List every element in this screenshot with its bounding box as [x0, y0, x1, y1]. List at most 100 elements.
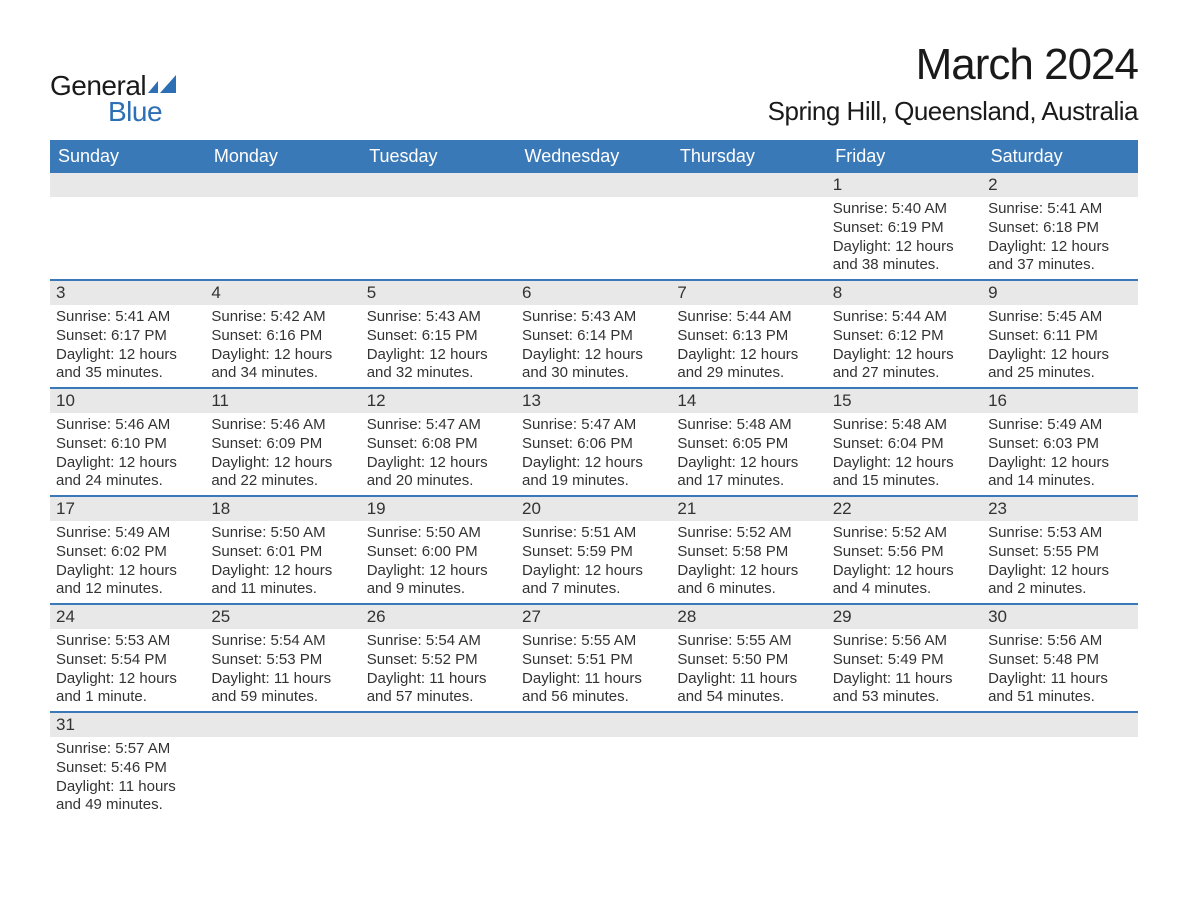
weekday-header: Saturday — [982, 140, 1137, 173]
day-data: Sunrise: 5:41 AMSunset: 6:18 PMDaylight:… — [982, 197, 1137, 279]
weekday-header: Thursday — [671, 140, 826, 173]
calendar-cell: 8Sunrise: 5:44 AMSunset: 6:12 PMDaylight… — [827, 280, 982, 388]
day-data: Sunrise: 5:51 AMSunset: 5:59 PMDaylight:… — [516, 521, 671, 603]
sunrise-text: Sunrise: 5:49 AM — [988, 416, 1131, 435]
daylight-line1: Daylight: 12 hours — [56, 454, 199, 473]
day-number: 19 — [361, 497, 516, 521]
calendar-cell: 11Sunrise: 5:46 AMSunset: 6:09 PMDayligh… — [205, 388, 360, 496]
day-data: Sunrise: 5:50 AMSunset: 6:01 PMDaylight:… — [205, 521, 360, 603]
daylight-line2: and 24 minutes. — [56, 472, 199, 491]
brand-part2: Blue — [108, 96, 162, 128]
day-number-empty — [361, 713, 516, 737]
day-data: Sunrise: 5:43 AMSunset: 6:15 PMDaylight:… — [361, 305, 516, 387]
daylight-line2: and 37 minutes. — [988, 256, 1131, 275]
calendar-cell: 12Sunrise: 5:47 AMSunset: 6:08 PMDayligh… — [361, 388, 516, 496]
day-data-empty — [50, 197, 205, 273]
calendar-cell — [827, 712, 982, 819]
weekday-header-row: Sunday Monday Tuesday Wednesday Thursday… — [50, 140, 1138, 173]
day-data-empty — [671, 197, 826, 273]
calendar-week-row: 17Sunrise: 5:49 AMSunset: 6:02 PMDayligh… — [50, 496, 1138, 604]
daylight-line1: Daylight: 12 hours — [522, 454, 665, 473]
day-number: 8 — [827, 281, 982, 305]
calendar-cell: 28Sunrise: 5:55 AMSunset: 5:50 PMDayligh… — [671, 604, 826, 712]
month-title: March 2024 — [768, 40, 1138, 90]
sunset-text: Sunset: 6:18 PM — [988, 219, 1131, 238]
day-data-empty — [982, 737, 1137, 813]
calendar-cell: 10Sunrise: 5:46 AMSunset: 6:10 PMDayligh… — [50, 388, 205, 496]
sunrise-text: Sunrise: 5:44 AM — [677, 308, 820, 327]
calendar-cell: 22Sunrise: 5:52 AMSunset: 5:56 PMDayligh… — [827, 496, 982, 604]
calendar-cell: 15Sunrise: 5:48 AMSunset: 6:04 PMDayligh… — [827, 388, 982, 496]
sunset-text: Sunset: 6:13 PM — [677, 327, 820, 346]
daylight-line2: and 35 minutes. — [56, 364, 199, 383]
sunrise-text: Sunrise: 5:40 AM — [833, 200, 976, 219]
daylight-line2: and 34 minutes. — [211, 364, 354, 383]
calendar-week-row: 10Sunrise: 5:46 AMSunset: 6:10 PMDayligh… — [50, 388, 1138, 496]
day-data: Sunrise: 5:53 AMSunset: 5:55 PMDaylight:… — [982, 521, 1137, 603]
day-number: 9 — [982, 281, 1137, 305]
sunrise-text: Sunrise: 5:55 AM — [522, 632, 665, 651]
day-number: 18 — [205, 497, 360, 521]
calendar-cell — [671, 173, 826, 280]
daylight-line2: and 56 minutes. — [522, 688, 665, 707]
sunset-text: Sunset: 6:10 PM — [56, 435, 199, 454]
sunrise-text: Sunrise: 5:49 AM — [56, 524, 199, 543]
day-data: Sunrise: 5:50 AMSunset: 6:00 PMDaylight:… — [361, 521, 516, 603]
daylight-line2: and 9 minutes. — [367, 580, 510, 599]
daylight-line2: and 53 minutes. — [833, 688, 976, 707]
calendar-cell — [982, 712, 1137, 819]
sunset-text: Sunset: 5:50 PM — [677, 651, 820, 670]
sunrise-text: Sunrise: 5:44 AM — [833, 308, 976, 327]
day-data: Sunrise: 5:46 AMSunset: 6:10 PMDaylight:… — [50, 413, 205, 495]
calendar-week-row: 3Sunrise: 5:41 AMSunset: 6:17 PMDaylight… — [50, 280, 1138, 388]
calendar-cell: 6Sunrise: 5:43 AMSunset: 6:14 PMDaylight… — [516, 280, 671, 388]
day-number: 14 — [671, 389, 826, 413]
sunset-text: Sunset: 6:06 PM — [522, 435, 665, 454]
day-data: Sunrise: 5:44 AMSunset: 6:12 PMDaylight:… — [827, 305, 982, 387]
day-number-empty — [361, 173, 516, 197]
day-number-empty — [205, 713, 360, 737]
day-number: 3 — [50, 281, 205, 305]
day-number: 12 — [361, 389, 516, 413]
daylight-line2: and 4 minutes. — [833, 580, 976, 599]
sunset-text: Sunset: 6:08 PM — [367, 435, 510, 454]
day-data: Sunrise: 5:56 AMSunset: 5:48 PMDaylight:… — [982, 629, 1137, 711]
daylight-line1: Daylight: 12 hours — [56, 346, 199, 365]
sunset-text: Sunset: 6:11 PM — [988, 327, 1131, 346]
daylight-line2: and 14 minutes. — [988, 472, 1131, 491]
day-data-empty — [361, 197, 516, 273]
sunrise-text: Sunrise: 5:43 AM — [522, 308, 665, 327]
calendar-cell: 16Sunrise: 5:49 AMSunset: 6:03 PMDayligh… — [982, 388, 1137, 496]
sunrise-text: Sunrise: 5:53 AM — [56, 632, 199, 651]
sunrise-text: Sunrise: 5:56 AM — [833, 632, 976, 651]
day-number-empty — [516, 173, 671, 197]
daylight-line1: Daylight: 12 hours — [833, 562, 976, 581]
sunset-text: Sunset: 6:14 PM — [522, 327, 665, 346]
day-number-empty — [671, 713, 826, 737]
calendar-cell — [205, 173, 360, 280]
day-number-empty — [671, 173, 826, 197]
daylight-line1: Daylight: 12 hours — [988, 346, 1131, 365]
day-data: Sunrise: 5:52 AMSunset: 5:56 PMDaylight:… — [827, 521, 982, 603]
daylight-line1: Daylight: 12 hours — [677, 562, 820, 581]
daylight-line1: Daylight: 11 hours — [367, 670, 510, 689]
sunrise-text: Sunrise: 5:52 AM — [833, 524, 976, 543]
day-number: 28 — [671, 605, 826, 629]
sunset-text: Sunset: 5:54 PM — [56, 651, 199, 670]
day-data: Sunrise: 5:56 AMSunset: 5:49 PMDaylight:… — [827, 629, 982, 711]
calendar-cell: 9Sunrise: 5:45 AMSunset: 6:11 PMDaylight… — [982, 280, 1137, 388]
day-number-empty — [205, 173, 360, 197]
day-data: Sunrise: 5:55 AMSunset: 5:51 PMDaylight:… — [516, 629, 671, 711]
daylight-line1: Daylight: 12 hours — [367, 346, 510, 365]
daylight-line2: and 29 minutes. — [677, 364, 820, 383]
day-number: 13 — [516, 389, 671, 413]
sunset-text: Sunset: 5:49 PM — [833, 651, 976, 670]
calendar-cell: 3Sunrise: 5:41 AMSunset: 6:17 PMDaylight… — [50, 280, 205, 388]
sunset-text: Sunset: 6:16 PM — [211, 327, 354, 346]
day-number: 1 — [827, 173, 982, 197]
sunrise-text: Sunrise: 5:41 AM — [56, 308, 199, 327]
sunset-text: Sunset: 5:53 PM — [211, 651, 354, 670]
calendar-cell: 5Sunrise: 5:43 AMSunset: 6:15 PMDaylight… — [361, 280, 516, 388]
sunrise-text: Sunrise: 5:46 AM — [211, 416, 354, 435]
calendar-cell — [50, 173, 205, 280]
